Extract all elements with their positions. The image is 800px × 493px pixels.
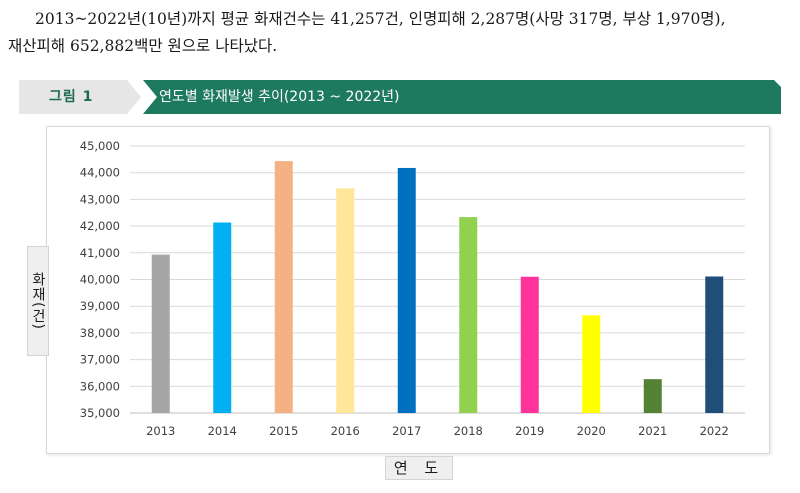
figure-header: 그림 1 연도별 화재발생 추이(2013 ~ 2022년) (19, 80, 781, 114)
y-tick-label: 45,000 (80, 139, 120, 153)
x-tick-label: 2018 (454, 424, 483, 438)
bar-2021 (643, 379, 662, 413)
bar-2016 (336, 188, 355, 413)
y-tick-label: 36,000 (80, 379, 120, 393)
intro-paragraph: 2013~2022년(10년)까지 평균 화재건수는 41,257건, 인명피해… (0, 6, 800, 60)
x-tick-label: 2022 (700, 424, 729, 438)
y-tick-label: 38,000 (80, 326, 120, 340)
y-tick-label: 43,000 (80, 192, 120, 206)
x-tick-label: 2015 (269, 424, 298, 438)
x-tick-label: 2020 (577, 424, 606, 438)
y-tick-label: 41,000 (80, 246, 120, 260)
y-axis-label-box: 화재(건) (27, 246, 49, 356)
bar-2013 (151, 254, 170, 413)
bar-2014 (213, 222, 232, 413)
bar-2022 (705, 276, 724, 413)
y-tick-label: 35,000 (80, 406, 120, 420)
bar-2020 (582, 315, 601, 413)
bar-2019 (520, 276, 539, 413)
bar-2015 (274, 161, 293, 413)
x-tick-label: 2019 (515, 424, 544, 438)
y-axis-label: 화재(건) (30, 272, 46, 330)
y-tick-label: 40,000 (80, 273, 120, 287)
bar-2017 (397, 167, 416, 413)
y-tick-label: 39,000 (80, 299, 120, 313)
y-tick-label: 37,000 (80, 353, 120, 367)
figure-label: 그림 1 (49, 89, 94, 105)
y-tick-label: 42,000 (80, 219, 120, 233)
figure-title: 연도별 화재발생 추이(2013 ~ 2022년) (159, 89, 400, 105)
x-tick-label: 2014 (208, 424, 237, 438)
x-tick-label: 2016 (331, 424, 360, 438)
intro-line-2: 재산피해 652,882백만 원으로 나타났다. (8, 37, 278, 55)
figure-header-banner (19, 80, 781, 114)
bar-2018 (459, 217, 478, 413)
intro-line-1: 2013~2022년(10년)까지 평균 화재건수는 41,257건, 인명피해… (35, 10, 726, 28)
x-tick-label: 2021 (638, 424, 667, 438)
x-axis-label: 연 도 (385, 456, 453, 480)
x-tick-label: 2017 (392, 424, 421, 438)
x-tick-label: 2013 (146, 424, 175, 438)
y-tick-label: 44,000 (80, 166, 120, 180)
